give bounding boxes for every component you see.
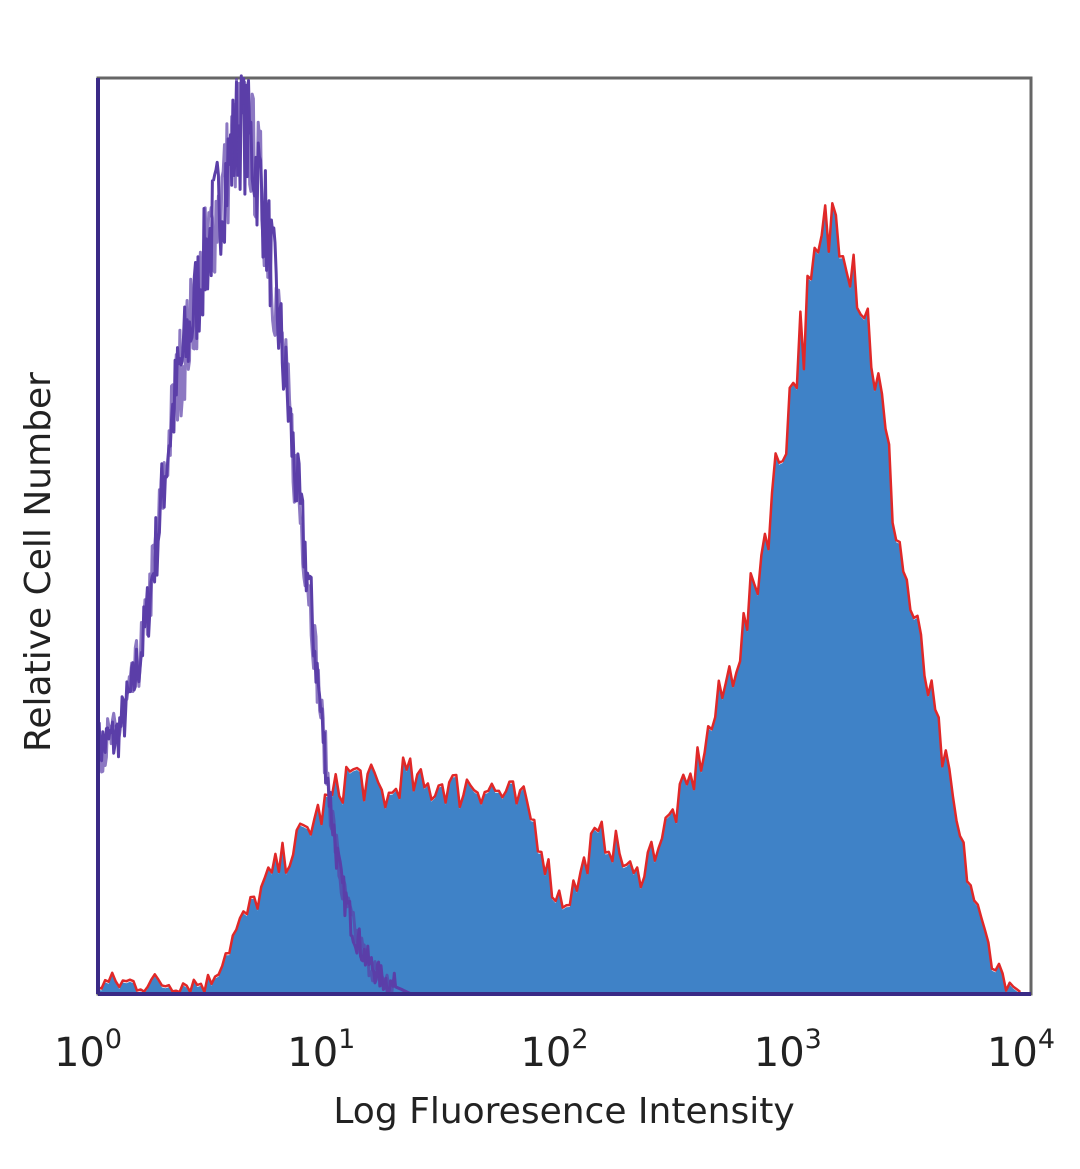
- x-tick-label: 100: [54, 1024, 122, 1076]
- x-tick-label: 102: [520, 1024, 588, 1076]
- x-axis-label: Log Fluoresence Intensity: [333, 1091, 794, 1132]
- series-filled-outline: [97, 202, 1022, 994]
- x-tick-labels: 100 101 102 103 104: [54, 1024, 1055, 1076]
- series-outline-line: [96, 77, 412, 996]
- series-layer: [96, 74, 1022, 996]
- x-tick-label: 103: [754, 1024, 822, 1076]
- x-tick-label: 104: [987, 1024, 1055, 1076]
- y-axis-label: Relative Cell Number: [18, 372, 59, 752]
- x-tick-label: 101: [287, 1024, 355, 1076]
